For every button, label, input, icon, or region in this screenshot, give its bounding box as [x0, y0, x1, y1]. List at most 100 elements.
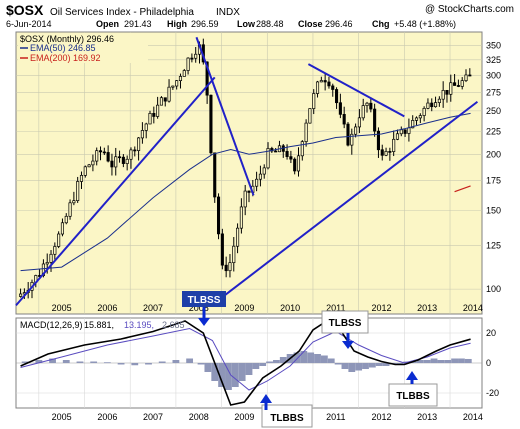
macd-legend-hist: 2.685: [162, 320, 185, 330]
header-high: 296.59: [191, 19, 219, 29]
candle-up: [114, 156, 118, 168]
macd-histogram-bar: [437, 360, 445, 363]
candle-up: [60, 222, 64, 235]
macd-histogram-bar: [252, 363, 260, 369]
price-x-tick-label: 2005: [52, 303, 72, 313]
candle-up: [64, 215, 68, 224]
candle-up: [308, 108, 312, 124]
candle-up: [350, 133, 354, 146]
legend-background: [18, 33, 148, 63]
candle-up: [422, 107, 426, 116]
macd-line: [20, 320, 471, 406]
macd-histogram-bar: [416, 360, 424, 363]
candle-up: [296, 155, 301, 172]
candle-up: [76, 181, 80, 202]
candle-down: [220, 233, 224, 266]
candle-up: [148, 113, 152, 125]
annotation-tlbbs-2013: TLBBS: [388, 371, 438, 407]
header-close: 296.46: [325, 19, 353, 29]
ema200-line: [454, 185, 471, 193]
candle-up: [255, 178, 259, 187]
candle-up: [304, 122, 308, 142]
macd-legend-signal: 13.195,: [124, 320, 154, 330]
annotation-arrowhead: [406, 371, 418, 380]
candle-up: [426, 102, 430, 109]
price-x-tick-label: 2006: [97, 303, 117, 313]
header-open-label: Open: [96, 19, 119, 29]
macd-histogram-bar: [279, 357, 287, 363]
macd-histogram-bar: [76, 361, 84, 363]
candle-up: [53, 246, 57, 255]
macd-panel: 20 0 -20 MACD(12,26,9) 15.881, 13.195, 2.6…: [15, 317, 499, 409]
macd-histogram-bar: [458, 358, 465, 363]
bottom-x-tick-label: 2012: [371, 412, 391, 422]
candle-down: [216, 196, 221, 235]
candle-up: [392, 138, 396, 152]
macd-histogram-bar: [382, 363, 390, 366]
candle-down: [289, 156, 293, 160]
macd-histogram: [21, 351, 472, 390]
candle-up: [49, 253, 53, 263]
macd-histogram-bar: [423, 360, 431, 363]
candle-down: [205, 61, 209, 96]
candle-up: [159, 97, 163, 106]
candle-up: [319, 80, 323, 83]
macd-histogram-bar: [320, 355, 328, 363]
candle-down: [152, 113, 156, 117]
macd-histogram-bar: [186, 358, 194, 363]
candle-down: [98, 150, 103, 153]
candle-down: [430, 102, 434, 108]
candle-down: [338, 102, 342, 115]
candle-up: [129, 149, 133, 160]
header-chg-label: Chg: [372, 19, 390, 29]
ema50-line: [20, 112, 471, 272]
macd-histogram-bar: [259, 363, 267, 366]
macd-histogram-bar: [158, 361, 166, 363]
header-high-label: High: [167, 19, 187, 29]
macd-histogram-bar: [444, 360, 452, 363]
price-x-axis: 2005 2006 2007 2008 2009 2010 2011 2012 2013 2014: [52, 303, 483, 313]
bottom-x-tick-label: 2006: [97, 412, 117, 422]
candle-up: [354, 126, 358, 135]
annotation-tlbss-2011: TLBSS: [321, 310, 369, 349]
candle-down: [133, 149, 137, 152]
candle-down: [331, 85, 335, 90]
header-close-label: Close: [298, 19, 323, 29]
annotation-label: TLBBS: [270, 413, 304, 424]
price-y-axis: 100 125 150 175 200 225 250 275 300 325 350: [486, 40, 501, 294]
candle-down: [456, 85, 460, 87]
price-y-tick-label: 125: [486, 241, 501, 251]
price-y-tick-label: 150: [486, 205, 501, 215]
trendline: [216, 100, 479, 302]
macd-histogram-bar: [368, 363, 376, 368]
macd-histogram-bar: [145, 363, 152, 365]
macd-histogram-bar: [245, 363, 253, 375]
macd-histogram-bar: [90, 361, 98, 363]
candle-down: [293, 158, 297, 172]
candle-down: [213, 152, 217, 198]
candle-down: [380, 149, 384, 156]
macd-histogram-bar: [327, 358, 335, 363]
macd-histogram-bar: [231, 363, 239, 387]
candle-up: [407, 127, 411, 134]
candle-down: [323, 80, 327, 83]
candle-up: [19, 293, 23, 297]
price-y-tick-label: 225: [486, 126, 501, 136]
candle-up: [312, 93, 316, 109]
price-x-tick-label: 2010: [280, 303, 300, 313]
macd-y-tick-label: 20: [486, 328, 496, 338]
price-y-tick-label: 350: [486, 40, 501, 50]
macd-histogram-bar: [334, 363, 342, 365]
candle-up: [156, 104, 160, 117]
candle-up: [395, 133, 400, 140]
bottom-x-tick-label: 2005: [52, 412, 72, 422]
candle-down: [453, 82, 457, 86]
header-chg: +5.48 (+1.88%): [394, 19, 456, 29]
macd-histogram-bar: [341, 363, 349, 369]
bottom-x-tick-label: 2009: [234, 412, 254, 422]
macd-y-tick-label: 0: [486, 358, 491, 368]
candle-up: [365, 102, 369, 106]
price-x-tick-label: 2008: [189, 303, 209, 313]
